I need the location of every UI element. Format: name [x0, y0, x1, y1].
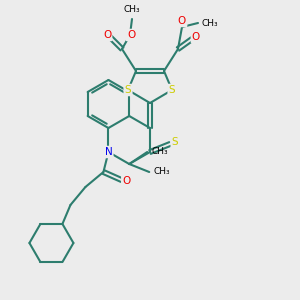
Text: CH₃: CH₃	[124, 4, 140, 14]
Text: O: O	[127, 30, 135, 40]
Text: O: O	[178, 16, 186, 26]
Text: S: S	[172, 137, 178, 147]
Text: O: O	[122, 176, 130, 186]
Text: CH₃: CH₃	[151, 146, 168, 155]
Text: O: O	[103, 30, 111, 40]
Text: O: O	[192, 32, 200, 42]
Text: CH₃: CH₃	[153, 167, 170, 176]
Text: N: N	[105, 147, 112, 157]
Text: S: S	[125, 85, 131, 95]
Text: S: S	[169, 85, 175, 95]
Text: CH₃: CH₃	[202, 19, 218, 28]
